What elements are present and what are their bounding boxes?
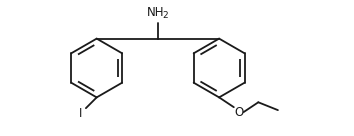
Text: 2: 2 <box>162 11 167 20</box>
Text: O: O <box>234 106 243 119</box>
Text: NH: NH <box>147 6 165 19</box>
Text: I: I <box>79 107 83 120</box>
